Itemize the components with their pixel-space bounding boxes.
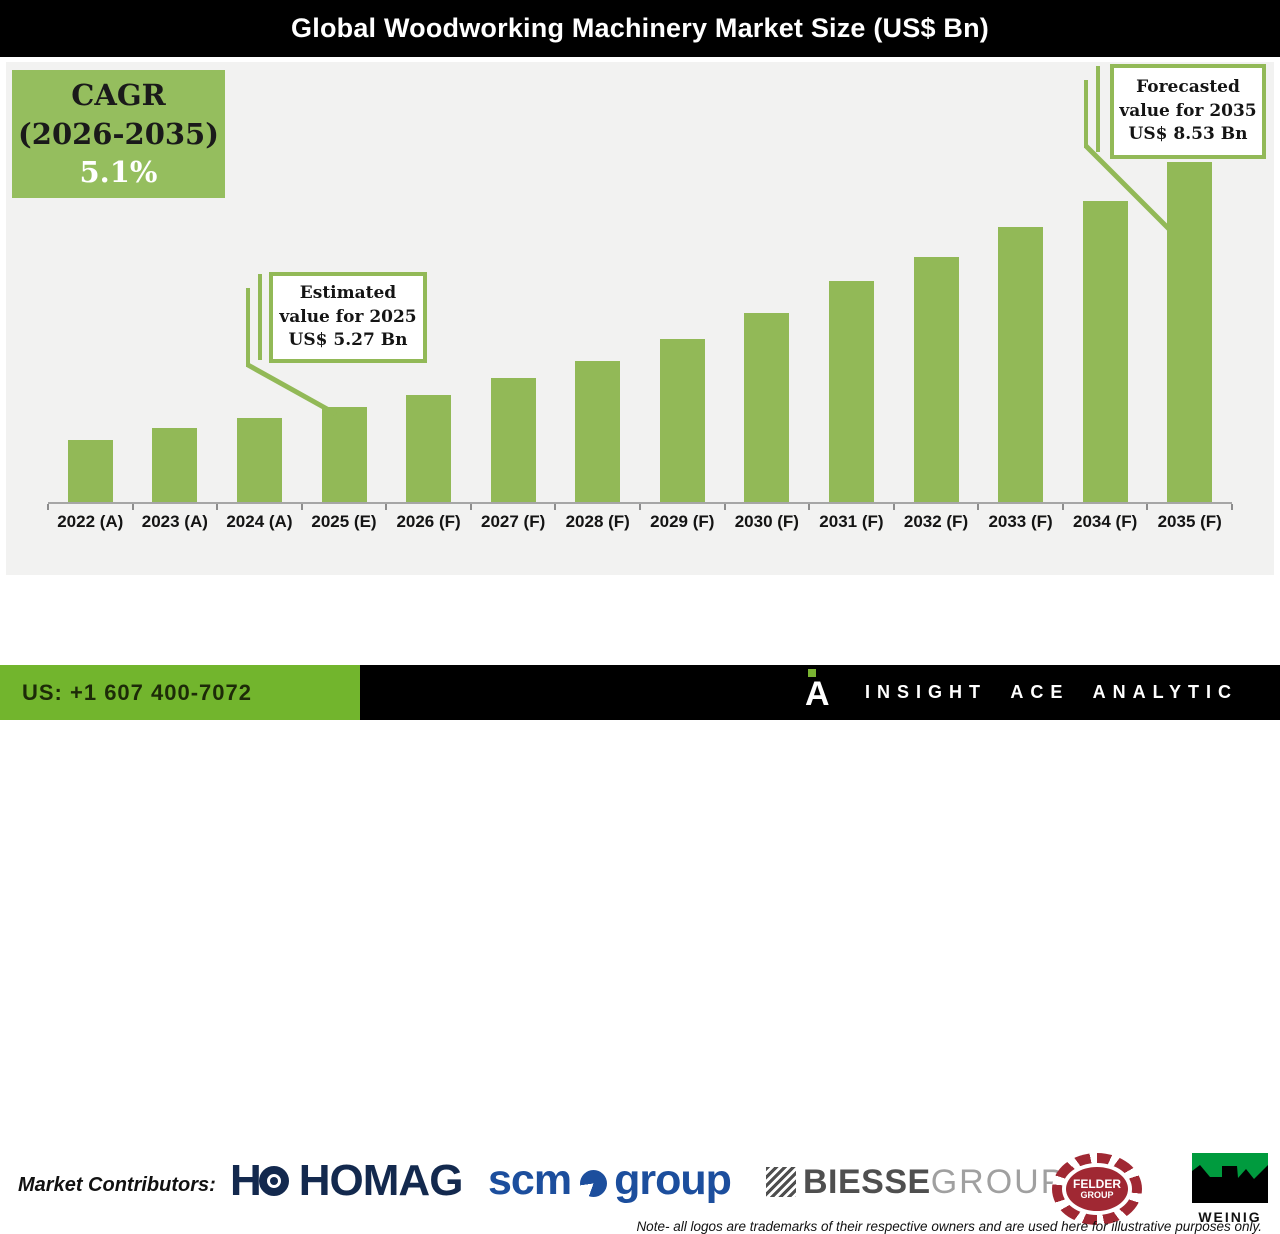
cagr-range: (2026-2035) [18,116,219,151]
cagr-label: CAGR [71,78,166,113]
axis-tick [131,504,134,510]
bar-2029 (F) [659,339,705,502]
callout-line: US$ 5.27 Bn [288,330,408,351]
axis-tick [639,504,641,510]
bar-2023 (A) [152,428,198,502]
axis-tick [1231,504,1233,510]
biesse-wordmark: BIESSE [803,1163,931,1201]
market-contributors-band: Market Contributors: H HOMAG scm group B… [0,575,1280,1234]
axis-tick [47,504,49,510]
scm-group-wordmark: group [614,1156,732,1204]
bar-2033 (F) [998,227,1044,502]
bar-2030 (F) [744,313,790,502]
x-axis-label: 2026 (F) [396,512,461,531]
x-axis-line [48,502,1232,504]
phone-number: US: +1 607 400-7072 [22,679,252,705]
x-axis-label: 2022 (A) [57,512,124,531]
axis-tick [216,504,219,510]
biesse-group-logo: BIESSE GROUP [766,1163,1066,1201]
axis-tick [1146,504,1149,510]
felder-wordmark: FELDER [1073,1177,1121,1191]
estimated-value-callout: Estimated value for 2025 US$ 5.27 Bn [269,272,427,363]
axis-tick [469,504,472,510]
scm-group-logo: scm group [488,1156,732,1204]
logo-a-glyph: A [804,674,830,713]
insight-ace-logo-icon: A [804,668,839,715]
felder-group-wordmark: GROUP [1080,1190,1114,1200]
homag-mark-ring-icon [258,1166,289,1196]
logo-green-dot [807,668,816,677]
page-title: Global Woodworking Machinery Market Size… [291,13,989,43]
bar-2028 (F) [575,361,621,502]
callout-line: Estimated [299,283,397,304]
callout-line: Forecasted [1136,77,1240,98]
axis-tick [554,504,557,510]
scm-wordmark: scm [488,1156,572,1204]
weinig-logo: WEINIG [1192,1153,1268,1225]
x-axis-label: 2030 (F) [734,512,799,531]
weinig-skyline-icon [1192,1153,1268,1203]
x-axis-label: 2032 (F) [903,512,969,531]
x-axis-label: 2035 (F) [1157,512,1222,531]
forecasted-value-callout: Forecasted value for 2035 US$ 8.53 Bn [1110,64,1266,159]
homag-logo: H HOMAG [230,1156,464,1205]
homag-mark-h: H [230,1156,262,1205]
axis-tick [1061,504,1064,510]
bar-2034 (F) [1082,201,1128,502]
felder-badge: FELDER GROUP [1066,1167,1128,1211]
bar-2031 (F) [828,281,874,502]
felder-ring: FELDER GROUP [1062,1163,1132,1215]
felder-group-logo: FELDER GROUP [1052,1153,1142,1225]
callout-line: US$ 8.53 Bn [1128,124,1248,145]
x-axis-label: 2024 (A) [226,512,293,531]
x-axis-label: 2033 (F) [988,512,1053,531]
phone-bar: US: +1 607 400-7072 [0,665,360,720]
bar-2025 (E) [321,407,367,502]
x-axis-label: 2028 (F) [565,512,630,531]
axis-tick [808,504,811,510]
x-axis-label: 2027 (F) [481,512,546,531]
bar-2024 (A) [236,418,282,502]
cagr-rate: 5.1% [79,155,158,190]
biesse-hatch-icon [766,1167,796,1197]
market-contributors-label: Market Contributors: [18,1174,216,1196]
homag-wordmark: HOMAG [298,1156,464,1205]
axis-tick [892,504,895,510]
axis-tick [723,504,726,510]
bar-2032 (F) [913,257,959,502]
x-axis-label: 2023 (A) [141,512,208,531]
x-axis-label: 2025 (E) [311,512,377,531]
axis-tick [385,504,388,510]
x-axis-label: 2034 (F) [1073,512,1138,531]
x-axis-label: 2031 (F) [819,512,884,531]
biesse-group-wordmark: GROUP [930,1163,1066,1201]
x-axis-label: 2029 (F) [650,512,715,531]
callout-line: value for 2035 [1119,100,1257,121]
brand-name: INSIGHT ACE ANALYTIC [864,682,1238,702]
scm-circle-icon [580,1169,608,1197]
bar-2035 (F) [1167,162,1213,502]
title-bar: Global Woodworking Machinery Market Size… [0,0,1280,57]
axis-tick [300,504,303,510]
bar-2022 (A) [67,440,113,502]
bar-2026 (F) [406,395,452,502]
brand-bar: A INSIGHT ACE ANALYTIC [360,665,1280,720]
callout-line: value for 2025 [279,306,417,327]
cagr-box: CAGR (2026-2035) 5.1% [12,70,225,198]
axis-tick [977,504,980,510]
chart-panel: CAGR (2026-2035) 5.1% Estimated value fo… [6,62,1274,575]
bar-2027 (F) [490,378,536,502]
trademark-note: Note- all logos are trademarks of their … [636,1219,1262,1234]
